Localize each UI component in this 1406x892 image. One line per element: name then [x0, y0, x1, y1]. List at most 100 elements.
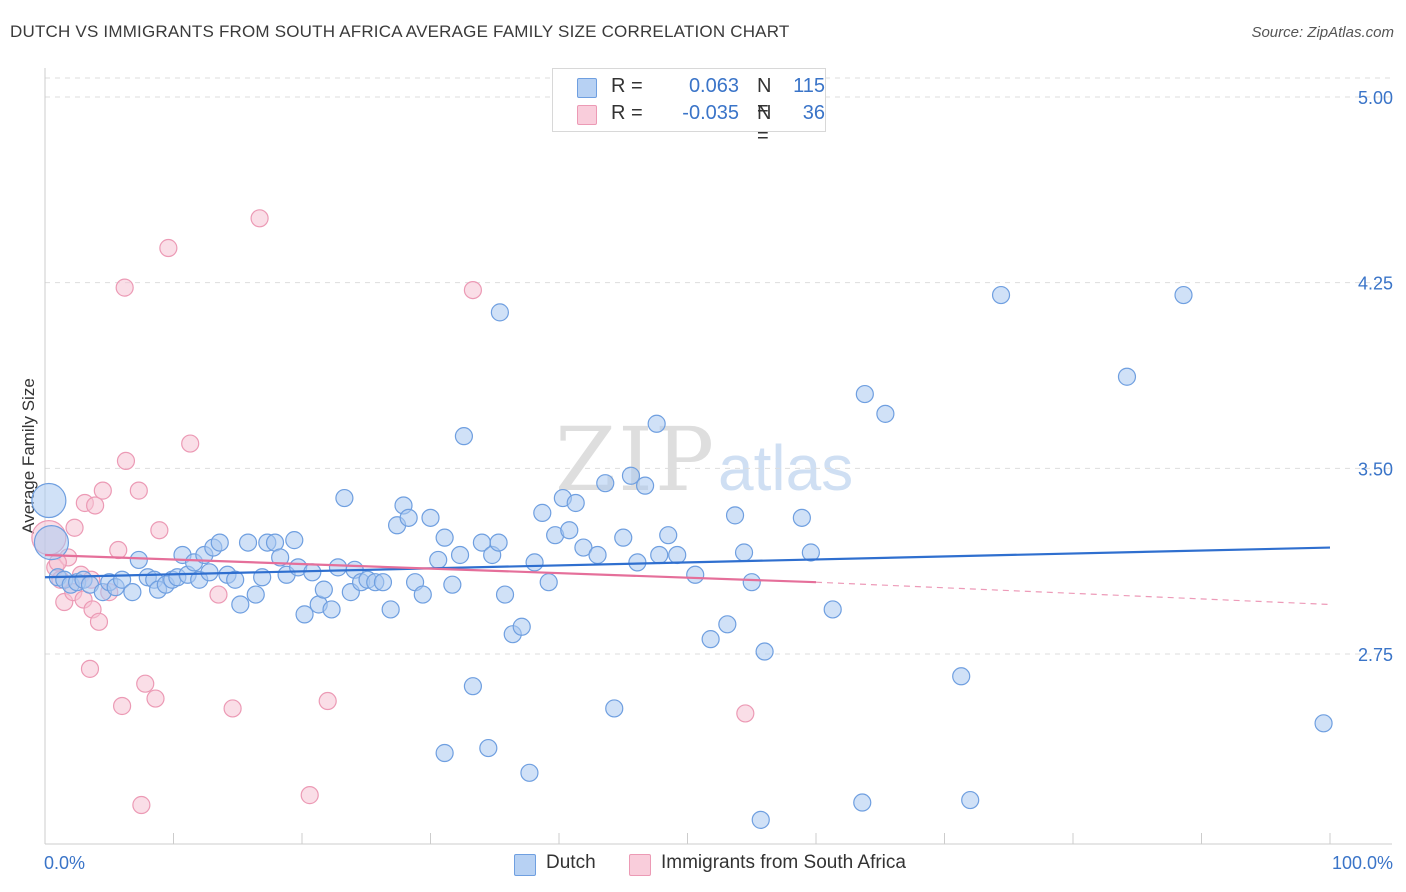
dutch-point: [614, 528, 633, 547]
dutch-point: [751, 810, 770, 829]
immigrant-point: [65, 518, 84, 537]
dutch-point: [961, 790, 980, 810]
dutch-point: [734, 543, 754, 562]
dutch-point: [533, 503, 552, 522]
legend-r-label: R =: [611, 75, 643, 97]
legend-label-dutch: Dutch: [546, 852, 596, 873]
dutch-point: [399, 508, 418, 527]
dutch-point: [373, 573, 393, 592]
immigrant-point: [159, 238, 178, 258]
dutch-point: [314, 580, 333, 599]
immigrant-point: [89, 612, 109, 631]
dutch-point: [512, 617, 531, 636]
dutch-legend-icon: [514, 854, 536, 876]
dutch-point: [238, 533, 258, 552]
dutch-point: [429, 550, 448, 570]
legend-n-value: 115: [793, 75, 825, 97]
immigrant-point: [109, 540, 128, 560]
dutch-point: [495, 585, 515, 604]
dutch-point: [129, 550, 148, 570]
x-tick-label: 100.0%: [1332, 853, 1393, 873]
dutch-point: [823, 600, 842, 619]
dutch-point: [539, 573, 558, 592]
dutch-point: [463, 677, 483, 696]
legend-n-label: N =: [757, 102, 772, 147]
dutch-point: [647, 414, 666, 433]
dutch-point: [659, 526, 678, 545]
dutch-point: [560, 521, 579, 540]
immigrant-point: [736, 704, 755, 723]
y-tick-label: 4.25: [1358, 274, 1393, 294]
dutch-point: [123, 583, 142, 602]
dutch-point: [520, 763, 539, 782]
y-tick-label: 3.50: [1358, 459, 1393, 479]
dutch-point: [33, 524, 70, 561]
dutch-point: [991, 285, 1011, 305]
dutch-point: [285, 531, 304, 550]
dutch-swatch-icon: [577, 78, 597, 98]
dutch-point: [295, 605, 314, 624]
dutch-point: [952, 667, 971, 686]
immigrant-point: [116, 451, 136, 471]
dutch-point: [718, 615, 737, 634]
dutch-point: [635, 476, 655, 495]
dutch-point: [443, 575, 462, 594]
dutch-point: [328, 558, 348, 577]
immigrant-point: [209, 585, 228, 604]
immigrants-legend-icon: [629, 854, 651, 876]
dutch-point: [450, 545, 470, 565]
x-tick-label: 0.0%: [44, 853, 85, 873]
dutch-point: [650, 545, 669, 565]
immigrant-point: [93, 481, 112, 500]
dutch-point: [226, 570, 245, 589]
watermark-zip: ZIP: [555, 408, 716, 511]
immigrant-point: [115, 278, 134, 297]
immigrant-point: [318, 691, 337, 711]
immigrant-point: [132, 795, 151, 815]
legend-r-value: 0.063: [688, 75, 739, 97]
dutch-point: [490, 303, 509, 322]
immigrant-point: [86, 496, 105, 515]
immigrant-point: [112, 696, 132, 716]
legend-label-immigrants: Immigrants from South Africa: [661, 852, 906, 873]
dutch-point: [454, 427, 474, 446]
dutch-point: [335, 488, 354, 508]
dutch-point: [686, 565, 705, 584]
immigrant-point: [146, 689, 165, 708]
immigrant-point: [80, 659, 100, 678]
dutch-point: [701, 630, 720, 649]
dutch-point: [322, 600, 341, 619]
dutch-point: [1174, 285, 1193, 305]
dutch-point: [792, 508, 811, 527]
dutch-point: [621, 466, 641, 485]
dutch-point: [668, 545, 687, 565]
immigrant-point: [181, 434, 200, 453]
dutch-point: [210, 533, 229, 552]
legend-r-value: -0.035: [682, 102, 739, 124]
dutch-point: [755, 642, 774, 661]
immigrant-point: [129, 481, 148, 500]
dutch-point: [413, 585, 432, 604]
legend-n-value: 36: [802, 102, 825, 124]
legend-n-label: N =: [757, 75, 772, 120]
legend-r-label: R =: [611, 102, 643, 124]
chart-title: DUTCH VS IMMIGRANTS FROM SOUTH AFRICA AV…: [10, 22, 790, 41]
dutch-point: [801, 543, 820, 562]
dutch-point: [605, 699, 624, 718]
dutch-point: [588, 545, 607, 565]
dutch-point: [231, 595, 250, 614]
dutch-point: [855, 384, 874, 404]
dutch-point: [421, 508, 440, 527]
dutch-point: [271, 548, 290, 567]
dutch-point: [489, 533, 508, 552]
dutch-point: [246, 585, 265, 604]
immigrant-point: [223, 699, 242, 718]
y-tick-label: 2.75: [1358, 645, 1393, 665]
immigrant-point: [150, 521, 169, 540]
dutch-trend-line: [44, 546, 1331, 579]
dutch-point: [725, 506, 745, 525]
immigrant-point: [300, 786, 319, 805]
dutch-point: [1314, 714, 1333, 733]
dutch-point: [876, 404, 895, 423]
immigrants-trend-extension: [815, 581, 1331, 606]
